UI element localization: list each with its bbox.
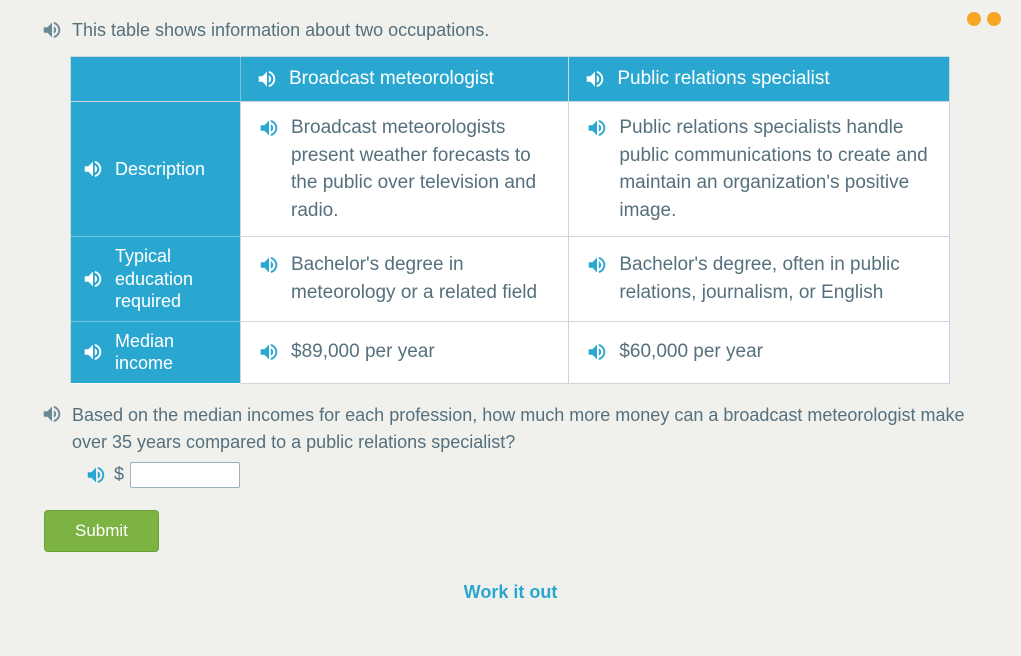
speaker-icon[interactable]: [40, 402, 64, 426]
col-header-pr: Public relations specialist: [569, 57, 950, 102]
cell-text: Bachelor's degree, often in public relat…: [619, 251, 933, 306]
question-text: Based on the median incomes for each pro…: [72, 402, 981, 456]
status-dot: [987, 12, 1001, 26]
speaker-icon[interactable]: [257, 340, 281, 364]
col-header-label: Public relations specialist: [617, 68, 829, 90]
speaker-icon[interactable]: [585, 253, 609, 277]
speaker-icon[interactable]: [84, 463, 108, 487]
speaker-icon[interactable]: [81, 267, 105, 291]
cell-text: Public relations specialists handle publ…: [619, 114, 933, 224]
table-row: Typical education required Bachelor's de…: [71, 237, 950, 322]
table-row: Description Broadcast meteorologists pre…: [71, 102, 950, 237]
row-header-label: Median income: [115, 330, 230, 375]
col-header-label: Broadcast meteorologist: [289, 68, 494, 90]
cell-text: $89,000 per year: [291, 338, 435, 366]
cell-income-meteorologist: $89,000 per year: [241, 321, 569, 383]
answer-input[interactable]: [130, 462, 240, 488]
cell-text: Bachelor's degree in meteorology or a re…: [291, 251, 552, 306]
speaker-icon[interactable]: [40, 18, 64, 42]
row-header-label: Description: [115, 158, 205, 181]
table-row: Median income $89,000 per year $60,000 p…: [71, 321, 950, 383]
answer-prefix: $: [114, 464, 124, 485]
cell-description-pr: Public relations specialists handle publ…: [569, 102, 950, 237]
cell-text: $60,000 per year: [619, 338, 763, 366]
speaker-icon[interactable]: [81, 340, 105, 364]
occupations-table: Broadcast meteorologist Public relations…: [70, 56, 950, 384]
speaker-icon[interactable]: [585, 116, 609, 140]
cell-text: Broadcast meteorologists present weather…: [291, 114, 552, 224]
cell-education-meteorologist: Bachelor's degree in meteorology or a re…: [241, 237, 569, 322]
speaker-icon[interactable]: [583, 67, 607, 91]
speaker-icon[interactable]: [81, 157, 105, 181]
table-corner-blank: [71, 57, 241, 102]
row-header-income: Median income: [71, 321, 241, 383]
row-header-label: Typical education required: [115, 245, 230, 313]
status-dot: [967, 12, 981, 26]
intro-text: This table shows information about two o…: [72, 20, 489, 41]
status-dots: [967, 12, 1001, 26]
speaker-icon[interactable]: [257, 116, 281, 140]
speaker-icon[interactable]: [255, 67, 279, 91]
col-header-meteorologist: Broadcast meteorologist: [241, 57, 569, 102]
speaker-icon[interactable]: [257, 253, 281, 277]
row-header-description: Description: [71, 102, 241, 237]
cell-income-pr: $60,000 per year: [569, 321, 950, 383]
speaker-icon[interactable]: [585, 340, 609, 364]
row-header-education: Typical education required: [71, 237, 241, 322]
submit-button[interactable]: Submit: [44, 510, 159, 552]
cell-description-meteorologist: Broadcast meteorologists present weather…: [241, 102, 569, 237]
work-it-out-link[interactable]: Work it out: [40, 582, 981, 603]
cell-education-pr: Bachelor's degree, often in public relat…: [569, 237, 950, 322]
